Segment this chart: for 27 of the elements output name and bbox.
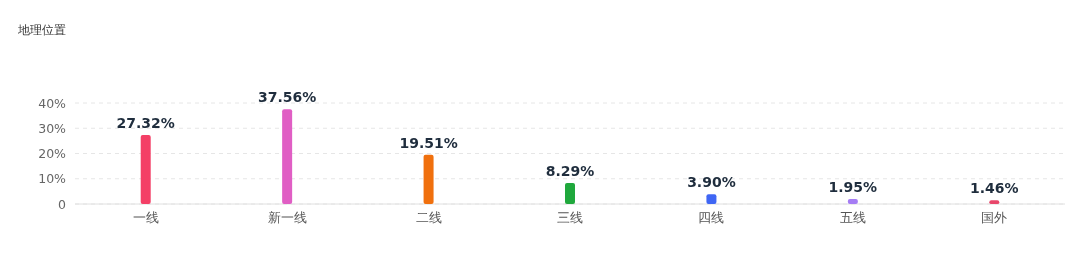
data-label: 37.56% bbox=[257, 89, 317, 106]
y-tick-label: 0 bbox=[58, 196, 67, 212]
data-label: 1.95% bbox=[828, 179, 878, 196]
x-tick-label: 一线 bbox=[132, 210, 159, 225]
x-tick-label: 三线 bbox=[557, 210, 583, 225]
data-label: 1.46% bbox=[970, 180, 1019, 197]
bar bbox=[140, 135, 151, 204]
data-label: 3.90% bbox=[687, 174, 736, 191]
bar bbox=[423, 154, 434, 204]
x-tick-label: 四线 bbox=[698, 210, 725, 225]
y-tick-label: 20% bbox=[38, 146, 67, 161]
bar bbox=[847, 199, 858, 204]
x-tick-label: 五线 bbox=[839, 210, 866, 225]
data-label: 19.51% bbox=[399, 134, 458, 151]
bar bbox=[282, 109, 293, 204]
data-label: 8.29% bbox=[545, 163, 595, 180]
y-tick-label: 40% bbox=[38, 95, 67, 111]
x-tick-label: 二线 bbox=[415, 210, 442, 225]
bar bbox=[565, 183, 575, 204]
y-tick-label: 30% bbox=[38, 120, 67, 136]
y-tick-label: 10% bbox=[38, 171, 67, 187]
chart-title: 地理位置 bbox=[17, 23, 66, 37]
x-tick-label: 国外 bbox=[981, 210, 1008, 225]
data-label: 27.32% bbox=[116, 115, 175, 132]
bar bbox=[706, 194, 717, 204]
bar bbox=[989, 200, 1000, 204]
x-tick-label: 新一线 bbox=[267, 210, 307, 225]
